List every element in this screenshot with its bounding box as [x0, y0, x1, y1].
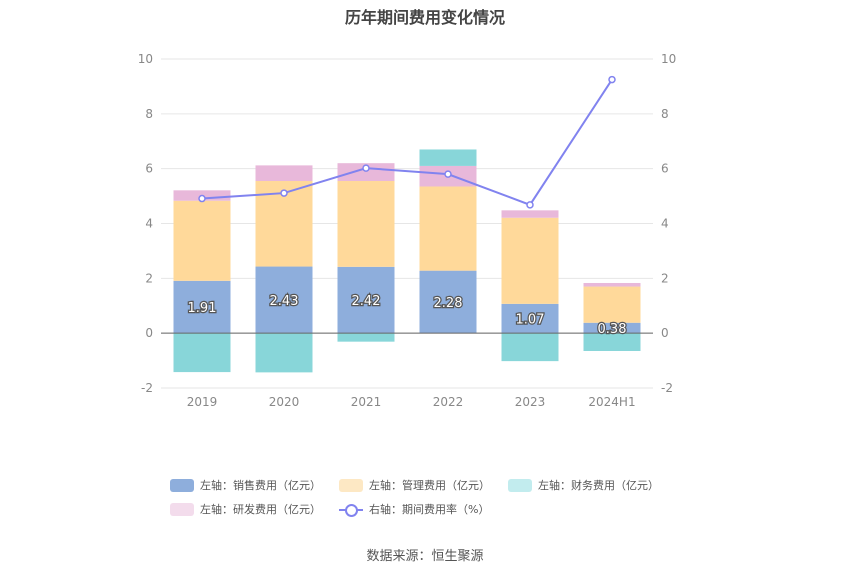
bar-rd [583, 282, 641, 287]
legend-label-admin: 左轴：管理费用（亿元） [369, 479, 490, 492]
data-label-sales: 2.42 [352, 294, 381, 309]
x-axis-tick-label: 2019 [187, 395, 218, 409]
bar-layer [173, 149, 641, 373]
left-axis-tick-label: 2 [145, 271, 153, 285]
bar-rd [255, 165, 313, 182]
x-axis-tick-label: 2024H1 [588, 395, 635, 409]
x-axis-tick-label: 2022 [433, 395, 464, 409]
data-label-sales: 2.43 [270, 294, 299, 309]
bar-sales [337, 266, 395, 334]
grid-layer [161, 58, 653, 389]
bar-admin [583, 286, 641, 323]
data-label-sales: 0.38 [598, 322, 627, 337]
bar-admin [501, 217, 559, 304]
legend-label-finance: 左轴：财务费用（亿元） [538, 479, 659, 492]
right-axis-tick-label: 2 [661, 271, 669, 285]
bar-sales [501, 303, 559, 334]
data-label-sales: 1.07 [516, 312, 545, 327]
rate-point [362, 164, 370, 172]
left-axis-tick-label: -2 [141, 381, 153, 395]
legend-swatch-finance [508, 478, 532, 492]
left-axis-tick-label: 10 [138, 52, 153, 66]
rate-point [526, 201, 534, 209]
line-layer [198, 75, 616, 209]
bar-finance [419, 149, 477, 166]
right-axis-tick-label: 10 [661, 52, 676, 66]
bar-finance [255, 333, 313, 373]
rate-point [198, 194, 206, 203]
label-layer: 1.91 2.43 2.42 2.28 1.07 0.38 [186, 293, 627, 339]
bar-admin [173, 200, 231, 281]
right-axis-tick-label: -2 [661, 381, 673, 395]
right-axis-tick-label: 8 [661, 107, 669, 121]
right-axis-tick-label: 6 [661, 162, 669, 176]
chart-area: -2 0 2 4 6 8 10 -2 0 2 4 6 8 10 2019 2020 2021 2022 2023 20… [138, 52, 677, 409]
legend-item-admin[interactable]: 左轴：管理费用（亿元） [339, 477, 490, 493]
left-axis-tick-label: 8 [145, 107, 153, 121]
bar-sales [583, 322, 641, 334]
x-axis-tick-label: 2020 [269, 395, 300, 409]
bar-admin [419, 186, 477, 271]
x-axis-tick-label: 2023 [515, 395, 546, 409]
x-axis-tick-label: 2021 [351, 395, 382, 409]
bar-sales [419, 270, 477, 334]
legend-item-finance[interactable]: 左轴：财务费用（亿元） [508, 477, 659, 493]
bar-finance [173, 333, 231, 373]
legend: 左轴：销售费用（亿元） 左轴：管理费用（亿元） 左轴：财务费用（亿元） 左轴：研… [170, 473, 710, 521]
bar-admin [337, 181, 395, 267]
legend-label-rd: 左轴：研发费用（亿元） [200, 503, 321, 516]
data-label-sales: 1.91 [188, 301, 217, 316]
data-source: 数据来源：恒生聚源 [366, 549, 484, 564]
legend-swatch-rd [170, 502, 194, 516]
left-axis-tick-label: 6 [145, 162, 153, 176]
bar-finance [583, 333, 641, 351]
legend-label-rate: 右轴：期间费用率（%） [369, 503, 490, 516]
left-axis-tick-label: 4 [145, 217, 153, 231]
right-axis-tick-label: 0 [661, 326, 669, 340]
bar-rd [501, 210, 559, 218]
right-axis-tick-label: 4 [661, 217, 669, 231]
data-label-sales: 2.28 [434, 296, 463, 311]
legend-item-sales[interactable]: 左轴：销售费用（亿元） [170, 477, 321, 493]
legend-line-marker-icon [339, 503, 363, 517]
legend-swatch-sales [170, 478, 194, 492]
legend-item-rd[interactable]: 左轴：研发费用（亿元） [170, 501, 321, 517]
bar-rd [337, 163, 395, 182]
legend-item-rate[interactable]: 右轴：期间费用率（%） [339, 501, 489, 517]
rate-line [201, 79, 613, 207]
legend-label-sales: 左轴：销售费用（亿元） [200, 479, 321, 492]
left-axis-tick-label: 0 [145, 326, 153, 340]
axis-layer: -2 0 2 4 6 8 10 -2 0 2 4 6 8 10 2019 2020 2021 2022 2023 20… [138, 52, 677, 409]
bar-finance [501, 333, 559, 362]
bar-sales [255, 266, 313, 334]
bar-finance [337, 333, 395, 342]
chart-title: 历年期间费用变化情况 [344, 8, 505, 27]
rate-point [444, 170, 452, 178]
bar-sales [173, 280, 231, 334]
rate-point [608, 75, 616, 84]
legend-swatch-admin [339, 478, 363, 492]
rate-point [280, 189, 288, 197]
